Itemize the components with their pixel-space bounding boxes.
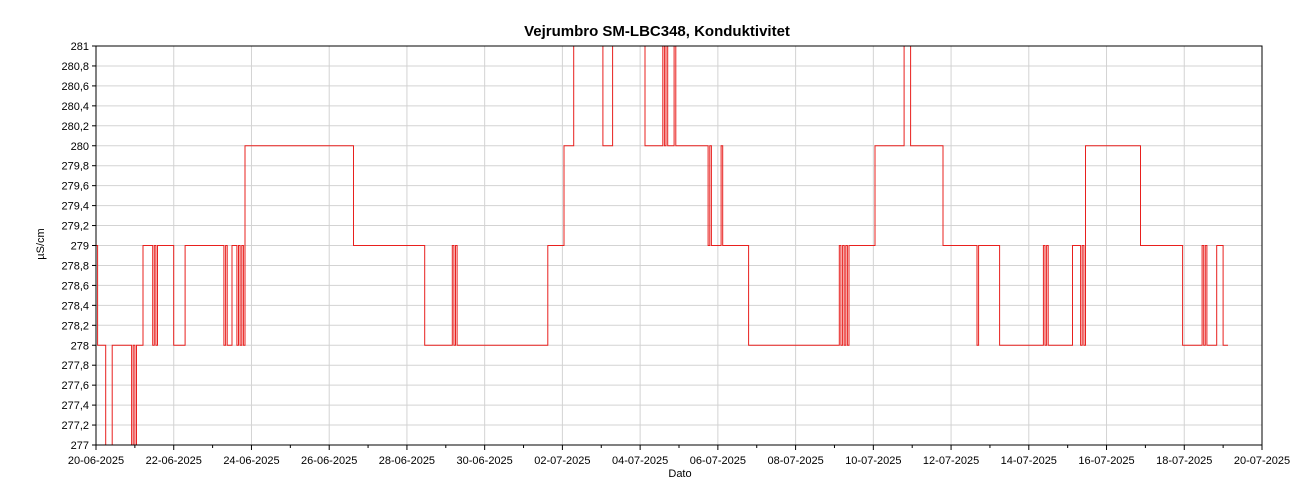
- x-axis: 20-06-2025 22-06-2025 24-06-2025 26-06-2025…: [68, 445, 1290, 467]
- x-tick-label: 06-07-2025: [690, 455, 746, 467]
- x-tick-label: 18-07-2025: [1156, 455, 1212, 467]
- y-tick-label: 279: [71, 241, 89, 253]
- y-tick-label: 278,8: [61, 260, 89, 272]
- y-tick-label: 280: [71, 141, 89, 153]
- y-tick-label: 279,2: [61, 221, 89, 233]
- x-tick-label: 20-06-2025: [68, 455, 124, 467]
- x-tick-label: 12-07-2025: [923, 455, 979, 467]
- y-tick-label: 279,8: [61, 161, 89, 173]
- y-tick-label: 280,8: [61, 61, 89, 73]
- y-tick-label: 277,2: [61, 420, 89, 432]
- y-axis-label: µS/cm: [35, 228, 47, 259]
- x-tick-label: 02-07-2025: [534, 455, 590, 467]
- grid: [96, 46, 1262, 445]
- y-tick-label: 277: [71, 440, 89, 452]
- x-tick-label: 14-07-2025: [1001, 455, 1057, 467]
- y-tick-label: 278,6: [61, 280, 89, 292]
- x-tick-label: 30-06-2025: [457, 455, 513, 467]
- y-tick-label: 279,6: [61, 181, 89, 193]
- y-tick-label: 278,4: [61, 300, 89, 312]
- y-tick-label: 277,6: [61, 380, 89, 392]
- y-tick-label: 281: [71, 41, 89, 53]
- chart-title: Vejrumbro SM-LBC348, Konduktivitet: [524, 23, 790, 40]
- x-tick-label: 26-06-2025: [301, 455, 357, 467]
- x-tick-label: 08-07-2025: [767, 455, 823, 467]
- x-tick-label: 16-07-2025: [1078, 455, 1134, 467]
- x-tick-label: 20-07-2025: [1234, 455, 1290, 467]
- x-tick-label: 28-06-2025: [379, 455, 435, 467]
- x-tick-label: 04-07-2025: [612, 455, 668, 467]
- y-tick-label: 279,4: [61, 201, 89, 213]
- y-tick-label: 280,6: [61, 81, 89, 93]
- y-tick-label: 278,2: [61, 320, 89, 332]
- x-tick-label: 24-06-2025: [223, 455, 279, 467]
- x-tick-label: 10-07-2025: [845, 455, 901, 467]
- y-axis: 277 277,2 277,4 277,6 277,8 278 278,2 278,4 278,…: [61, 41, 96, 452]
- y-tick-label: 277,4: [61, 400, 89, 412]
- y-tick-label: 280,4: [61, 101, 89, 113]
- x-axis-label: Dato: [668, 468, 691, 480]
- y-tick-label: 280,2: [61, 121, 89, 133]
- x-tick-label: 22-06-2025: [146, 455, 202, 467]
- y-tick-label: 277,8: [61, 360, 89, 372]
- y-tick-label: 278: [71, 340, 89, 352]
